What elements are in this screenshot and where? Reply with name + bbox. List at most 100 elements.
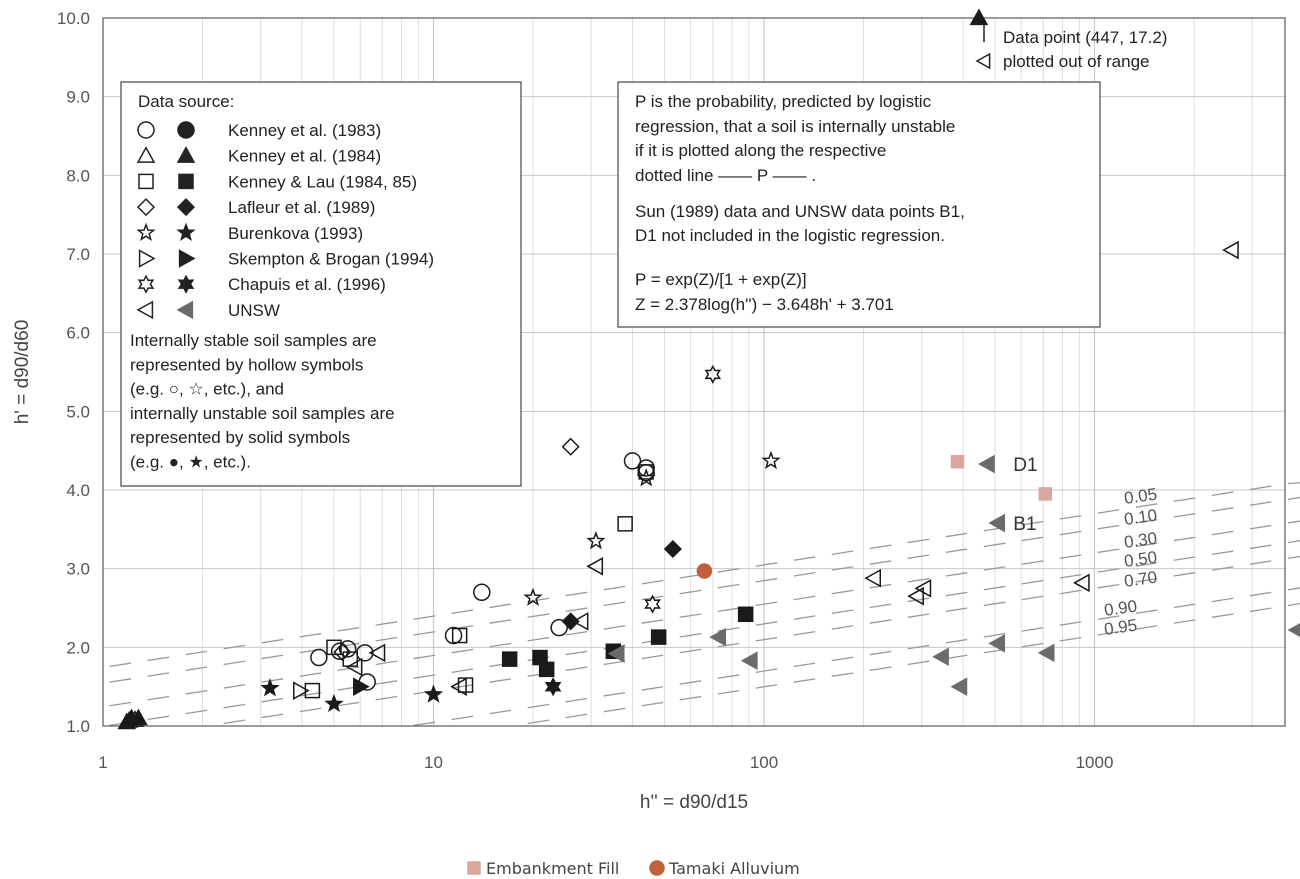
probability-dash <box>1097 631 1120 636</box>
marker-circle-hollow <box>310 648 328 667</box>
y-tick-label: 5.0 <box>66 402 90 421</box>
probability-dash <box>451 609 474 614</box>
probability-dash <box>223 719 246 725</box>
probability-dash <box>1021 595 1044 601</box>
probability-dash <box>869 619 892 624</box>
legend-note-line: represented by hollow symbols <box>130 355 363 374</box>
y-tick-label: 8.0 <box>66 166 90 185</box>
marker-square-hollow <box>638 464 654 480</box>
probability-dash <box>945 532 968 538</box>
probability-dash <box>1021 642 1044 648</box>
probability-dash <box>185 666 208 671</box>
info-line: Sun (1989) data and UNSW data points B1, <box>635 202 965 221</box>
probability-dash <box>1287 587 1300 591</box>
probability-dash <box>717 674 740 679</box>
probability-dash <box>945 654 968 660</box>
x-tick-label: 1000 <box>1076 753 1114 772</box>
probability-curves: 0.050.100.300.500.70 0.900.95 <box>109 482 1300 727</box>
probability-dash <box>945 548 968 554</box>
marker-circle-hollow <box>623 452 642 470</box>
probability-dash <box>565 666 588 672</box>
probability-dash <box>527 636 550 642</box>
probability-dash <box>831 550 854 556</box>
probability-dash <box>413 674 436 679</box>
marker-star5-solid <box>260 678 280 697</box>
marker-tri-left-solid <box>1037 643 1055 663</box>
legend-entry-label: Lafleur et al. (1989) <box>228 198 375 217</box>
probability-dash <box>451 648 474 654</box>
probability-dash <box>261 713 284 719</box>
legend-note-line: internally unstable soil samples are <box>130 404 395 423</box>
marker-star6-hollow <box>704 364 722 385</box>
marker-tri-right-solid <box>353 677 370 696</box>
probability-dash <box>793 572 816 577</box>
probability-dash <box>793 595 816 601</box>
marker-square-solid <box>501 651 518 667</box>
probability-dash <box>717 627 740 632</box>
probability-dash <box>679 680 702 685</box>
legend-entry-label: UNSW <box>228 301 280 320</box>
probability-dash <box>869 666 892 672</box>
probability-dash <box>1287 520 1300 524</box>
probability-dash <box>869 544 892 550</box>
y-tick-label: 3.0 <box>66 560 90 579</box>
marker-circle-solid <box>649 860 665 876</box>
legend-entry-label: Kenney et al. (1983) <box>228 121 381 140</box>
probability-dash <box>375 695 398 701</box>
probability-dash <box>907 644 930 650</box>
info-line: P = exp(Z)/[1 + exp(Z)] <box>635 270 807 289</box>
y-tick-label: 10.0 <box>57 9 90 28</box>
probability-dash <box>755 577 778 583</box>
marker-tri-left-hollow <box>571 612 589 631</box>
probability-dash <box>679 648 702 654</box>
probability-dash <box>1059 574 1082 579</box>
out-of-range-text: Data point (447, 17.2) <box>1003 28 1167 47</box>
probability-dash <box>983 585 1006 591</box>
marker-tri-left-hollow <box>975 52 991 70</box>
probability-dash <box>1097 548 1120 554</box>
probability-dash <box>603 660 626 666</box>
probability-dash <box>983 566 1006 571</box>
probability-dash <box>1287 496 1300 500</box>
probability-dash <box>603 691 626 697</box>
probability-dash <box>261 654 284 660</box>
probability-dash <box>1287 482 1300 485</box>
probability-dash <box>1249 607 1272 613</box>
probability-dash <box>109 662 132 668</box>
marker-square-solid <box>650 629 667 645</box>
probability-dash <box>1097 615 1120 620</box>
probability-dash <box>565 631 588 636</box>
probability-dash <box>1097 583 1120 589</box>
probability-label-0.30: 0.30 <box>1123 529 1158 552</box>
y-tick-label: 1.0 <box>66 717 90 736</box>
probability-dash <box>223 660 246 666</box>
probability-dash <box>793 556 816 561</box>
probability-dash <box>755 621 778 626</box>
marker-star5-hollow <box>523 587 543 606</box>
probability-dash <box>983 542 1006 548</box>
probability-dash <box>679 632 702 638</box>
probability-dash <box>945 572 968 577</box>
probability-dash <box>1135 609 1158 615</box>
marker-star5-hollow <box>636 468 656 487</box>
probability-dash <box>1249 524 1272 530</box>
marker-tri-left-hollow <box>907 586 924 606</box>
marker-square-solid <box>467 861 481 875</box>
probability-dash <box>869 603 892 609</box>
marker-triangle-solid <box>129 708 148 726</box>
marker-circle-hollow <box>637 459 655 477</box>
probability-dash <box>413 615 436 620</box>
probability-dash <box>413 721 436 727</box>
marker-square-hollow <box>304 682 321 699</box>
probability-dash <box>1173 619 1196 624</box>
info-line: D1 not included in the logistic regressi… <box>635 226 945 245</box>
legend-note-line: (e.g. ●, ★, etc.). <box>130 453 251 472</box>
probability-dash <box>755 562 778 567</box>
y-tick-label: 4.0 <box>66 481 90 500</box>
probability-dash <box>185 689 208 695</box>
x-tick-label: 10 <box>424 753 443 772</box>
probability-dash <box>907 597 930 603</box>
probability-dash <box>413 630 436 636</box>
probability-dash <box>565 591 588 597</box>
